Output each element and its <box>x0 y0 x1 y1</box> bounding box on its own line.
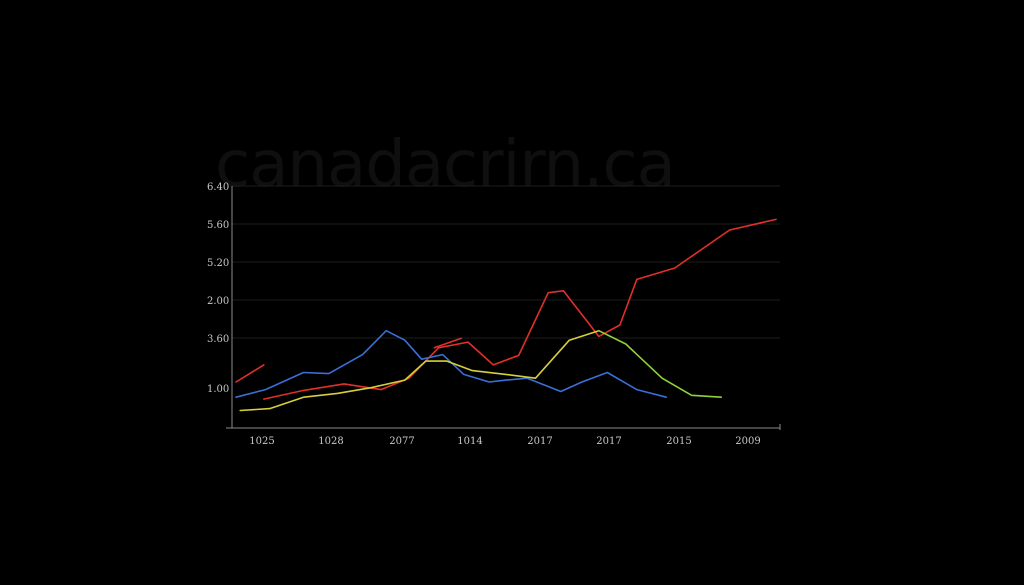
x-tick-label-4: 2017 <box>527 436 552 447</box>
x-tick-label-1: 1028 <box>318 436 343 447</box>
x-tick-label-6: 2015 <box>666 436 691 447</box>
grid-layer <box>232 185 780 339</box>
y-tick-label-1: 5.60 <box>207 220 229 231</box>
series-layer <box>235 218 777 412</box>
y-tick-label-5: 1.00 <box>207 384 229 395</box>
y-tick-label-0: 6.40 <box>207 182 229 193</box>
x-tick-label-0: 1025 <box>249 436 274 447</box>
watermark-text: canadacrirn.ca <box>215 128 676 202</box>
series-line-red-1 <box>262 218 777 400</box>
axis-layer <box>226 186 781 430</box>
series-line-yellow-4 <box>239 329 600 412</box>
y-tick-label-3: 2.00 <box>207 296 229 307</box>
series-line-green-5 <box>597 329 723 399</box>
x-tick-label-3: 1014 <box>457 436 482 447</box>
y-tick-label-4: 3.60 <box>207 334 229 345</box>
x-tick-label-5: 2017 <box>596 436 621 447</box>
series-line-red-0 <box>235 364 265 383</box>
x-tick-label-7: 2009 <box>735 436 760 447</box>
label-layer: 6.40 5.60 5.20 2.00 3.60 1.00 1025 1028 2077 1014… <box>207 182 761 447</box>
series-line-red-2 <box>433 337 463 349</box>
y-tick-label-2: 5.20 <box>207 258 229 269</box>
x-tick-label-2: 2077 <box>389 436 414 447</box>
series-line-blue-3 <box>235 329 668 399</box>
